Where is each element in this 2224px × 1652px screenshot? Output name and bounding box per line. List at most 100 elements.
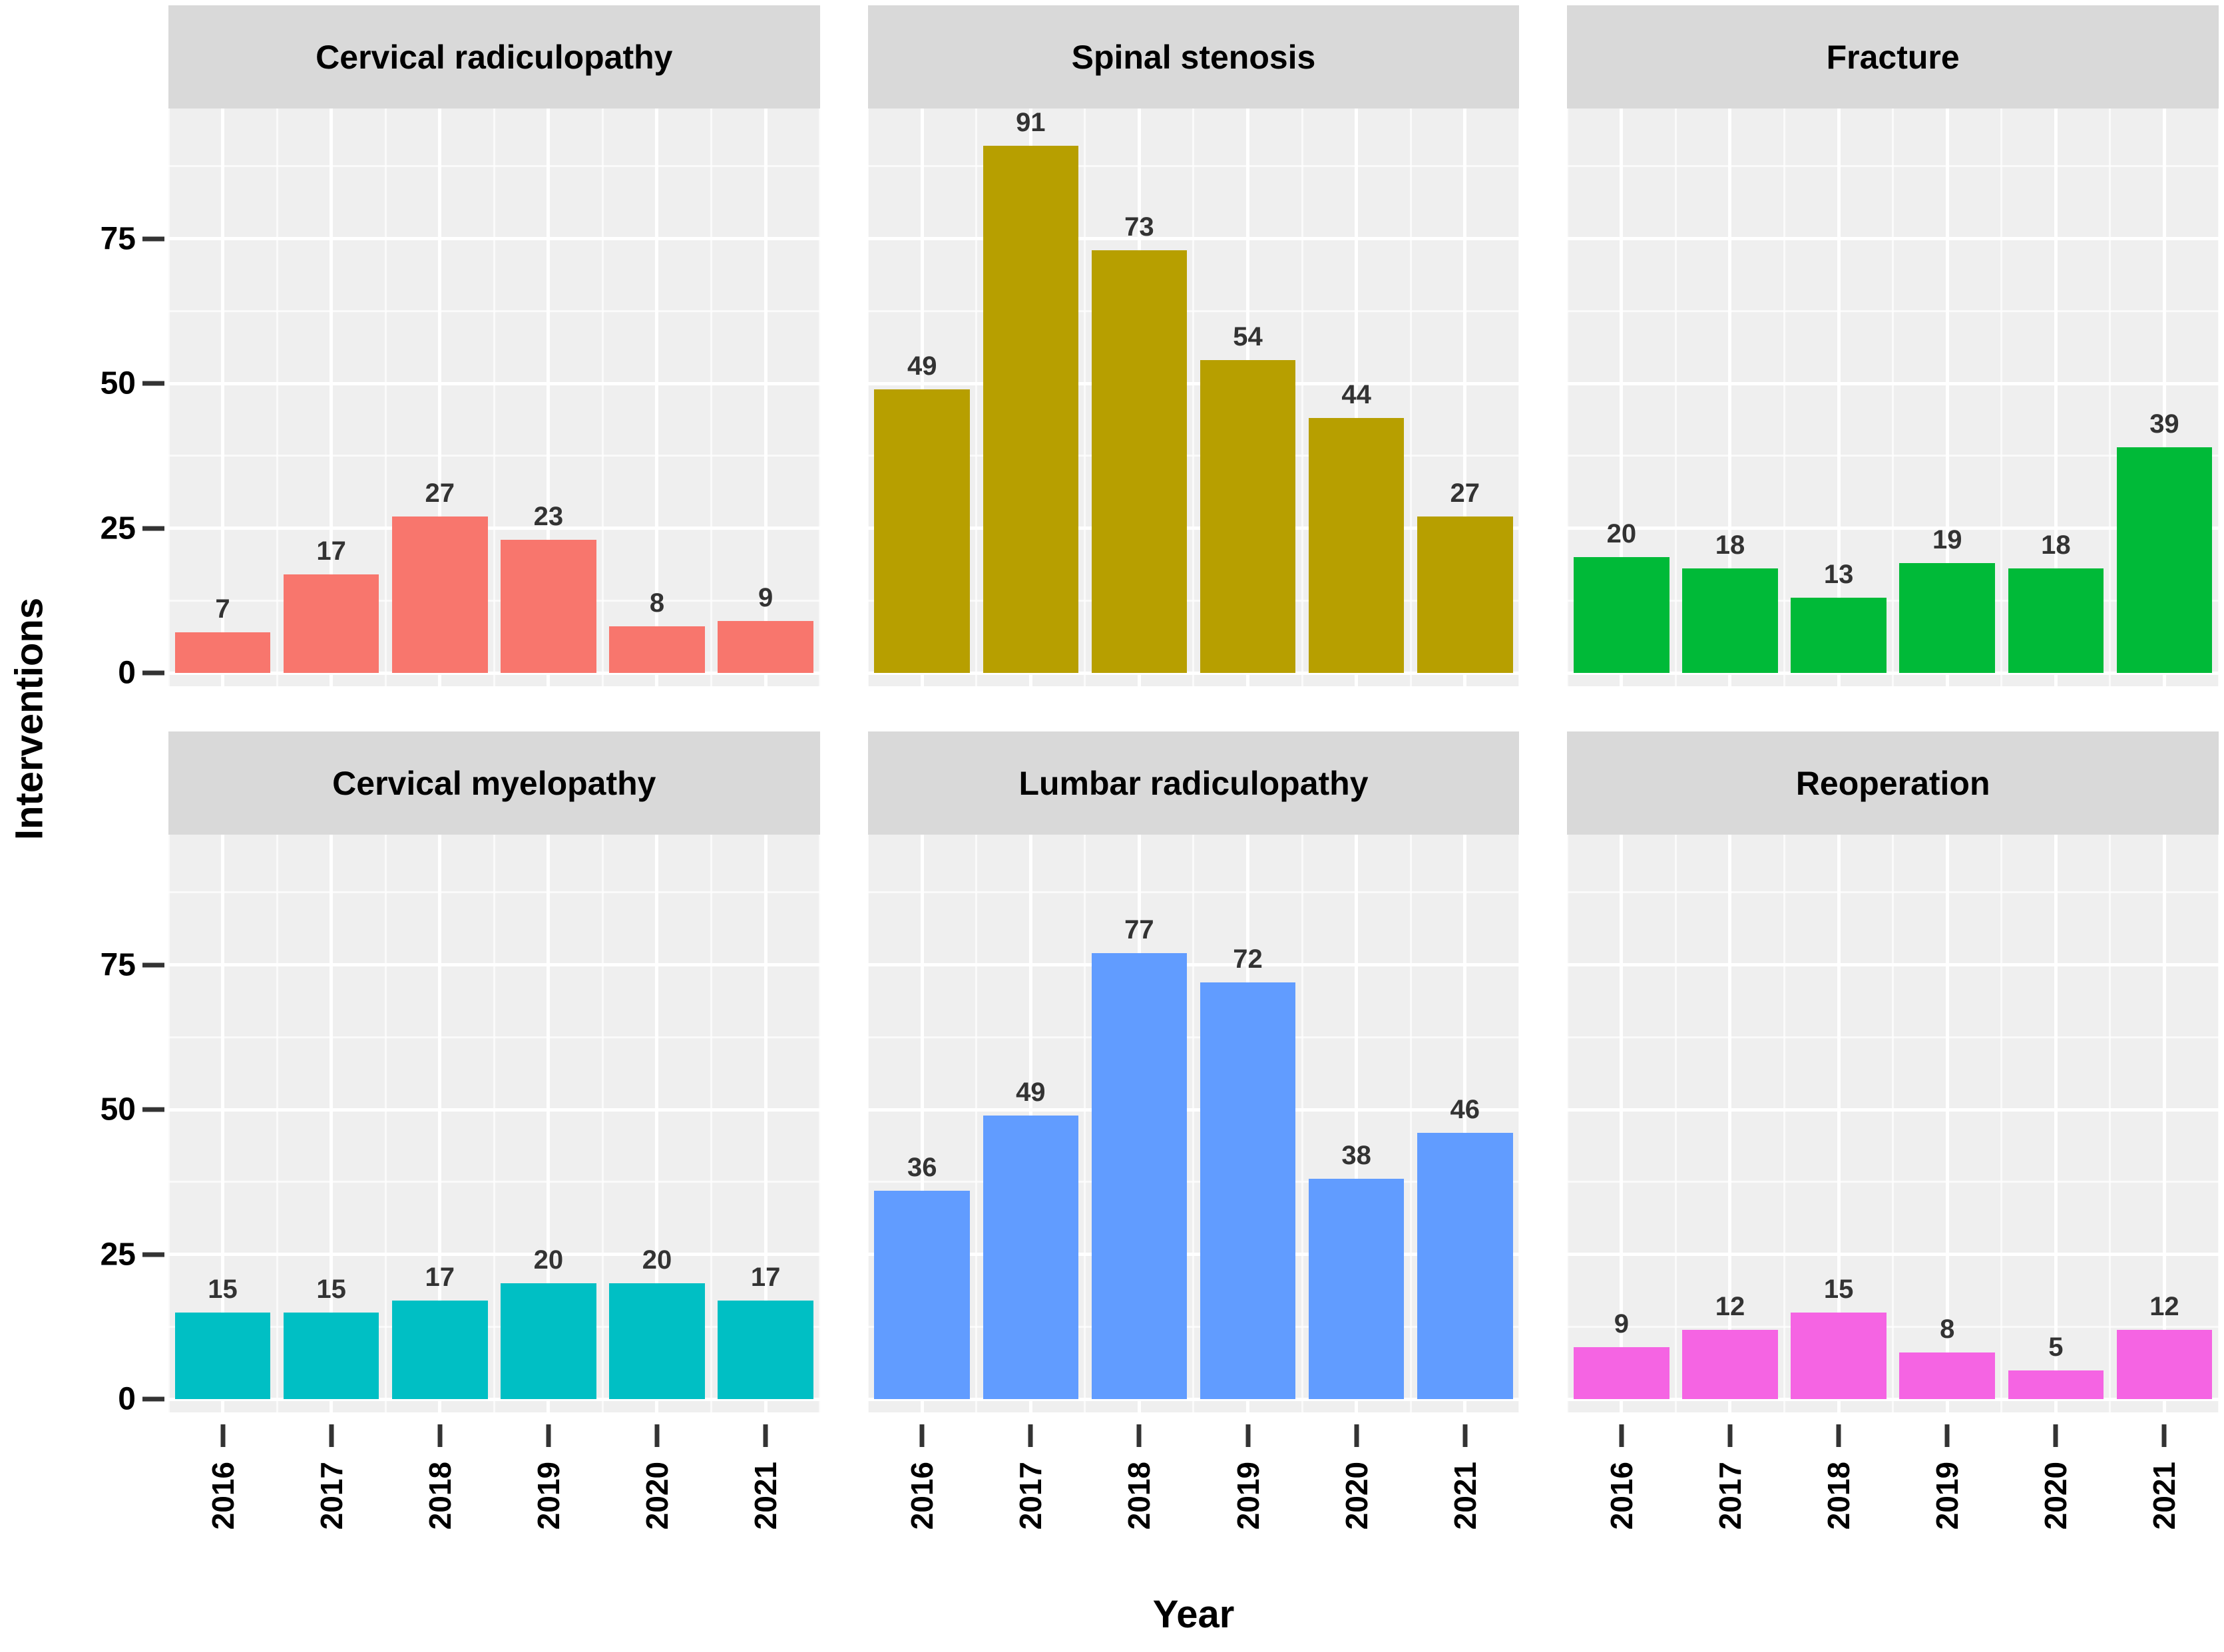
vertical-major-gridline (221, 835, 225, 1412)
bar-lumbar-radiculopathy-2021 (1417, 1132, 1513, 1399)
vertical-major-gridline (1620, 108, 1624, 686)
bar-lumbar-radiculopathy-2020 (1308, 1179, 1405, 1399)
x-tick-label-text: 2021 (748, 1462, 783, 1530)
bar-value-label: 54 (1233, 322, 1263, 352)
horizontal-major-gridline (168, 1108, 820, 1112)
bar-reoperation-2020 (2008, 1370, 2104, 1399)
x-tick-label-year: 2020 (2038, 1462, 2074, 1530)
bar-value-label: 19 (1932, 524, 1962, 554)
vertical-minor-gridline (276, 108, 278, 686)
facet-plot-area: 20 18 13 19 18 39 (1567, 108, 2219, 686)
bar-fracture-2018 (1791, 597, 1887, 673)
horizontal-minor-gridline (1567, 891, 2219, 894)
vertical-major-gridline (2162, 108, 2166, 686)
vertical-major-gridline (1945, 835, 1949, 1412)
vertical-minor-gridline (1567, 835, 1568, 1412)
facet-title: Fracture (1826, 38, 1960, 76)
vertical-minor-gridline (1783, 835, 1786, 1412)
x-tick-mark (437, 1424, 443, 1447)
facet-strip: Lumbar radiculopathy (867, 731, 1520, 835)
bar-cervical-radiculopathy-2020 (609, 626, 705, 673)
vertical-major-gridline (920, 835, 924, 1412)
facet-strip: Reoperation (1567, 731, 2219, 835)
facet-panel-spinal-stenosis: Spinal stenosis 49 91 73 54 44 27 (867, 5, 1520, 686)
vertical-major-gridline (1728, 835, 1732, 1412)
x-tick-mark (1944, 1424, 1950, 1447)
vertical-minor-gridline (2000, 835, 2003, 1412)
bar-fracture-2017 (1682, 568, 1778, 673)
bar-value-label: 7 (215, 594, 230, 624)
bar-value-label: 15 (316, 1274, 346, 1304)
bar-cervical-radiculopathy-2021 (718, 620, 813, 673)
bar-value-label: 8 (649, 588, 665, 618)
bar-value-label: 77 (1124, 915, 1154, 945)
bar-spinal-stenosis-2018 (1091, 250, 1188, 673)
vertical-major-gridline (1355, 835, 1359, 1412)
facet-title: Reoperation (1795, 764, 1990, 802)
horizontal-major-gridline (867, 237, 1520, 240)
bar-value-label: 5 (2048, 1332, 2064, 1362)
vertical-minor-gridline (276, 835, 278, 1412)
x-tick-label-text: 2016 (205, 1462, 240, 1530)
vertical-major-gridline (1620, 835, 1624, 1412)
vertical-minor-gridline (819, 835, 820, 1412)
vertical-minor-gridline (168, 835, 170, 1412)
horizontal-minor-gridline (1567, 455, 2219, 457)
horizontal-major-gridline (867, 963, 1520, 966)
horizontal-minor-gridline (867, 455, 1520, 457)
vertical-minor-gridline (1301, 835, 1303, 1412)
bar-reoperation-2021 (2116, 1329, 2213, 1399)
vertical-major-gridline (1837, 835, 1841, 1412)
bar-cervical-myelopathy-2021 (718, 1301, 813, 1399)
vertical-minor-gridline (168, 108, 170, 686)
horizontal-minor-gridline (1567, 165, 2219, 168)
x-tick-label-text: 2019 (531, 1462, 566, 1530)
bar-value-label: 36 (907, 1152, 937, 1182)
vertical-major-gridline (2054, 835, 2058, 1412)
bar-cervical-myelopathy-2016 (174, 1312, 271, 1399)
x-tick-label-year: 2019 (1929, 1462, 1965, 1530)
horizontal-minor-gridline (1567, 599, 2219, 602)
vertical-minor-gridline (601, 835, 604, 1412)
y-tick-label: 0 (118, 655, 136, 691)
bar-value-label: 12 (2149, 1291, 2179, 1321)
bar-value-label: 18 (2041, 530, 2071, 560)
bar-value-label: 20 (642, 1245, 672, 1275)
bar-fracture-2020 (2008, 568, 2104, 673)
x-tick-label-text: 2018 (422, 1462, 457, 1530)
x-tick-label-year: 2016 (1604, 1462, 1640, 1530)
vertical-minor-gridline (1567, 108, 1568, 686)
vertical-minor-gridline (1892, 835, 1894, 1412)
x-tick-label-text: 2020 (1339, 1462, 1374, 1530)
vertical-minor-gridline (867, 835, 869, 1412)
horizontal-major-gridline (168, 237, 820, 240)
bar-lumbar-radiculopathy-2017 (983, 1115, 1079, 1399)
horizontal-major-gridline (867, 671, 1520, 675)
bar-value-label: 18 (1715, 530, 1745, 560)
facet-plot-area: 36 49 77 72 38 46 (867, 835, 1520, 1412)
horizontal-major-gridline (168, 963, 820, 966)
y-tick-mark (142, 670, 164, 676)
vertical-minor-gridline (601, 108, 604, 686)
bar-value-label: 38 (1341, 1141, 1371, 1171)
facet-grid: Cervical radiculopathy 7 17 27 23 8 9 Spinal st… (168, 5, 2219, 1412)
x-tick-mark (919, 1424, 925, 1447)
vertical-minor-gridline (2217, 835, 2219, 1412)
horizontal-minor-gridline (168, 1325, 820, 1328)
x-tick-label-year: 2017 (1012, 1462, 1048, 1530)
bar-value-label: 9 (758, 582, 774, 612)
x-tick-mark (654, 1424, 660, 1447)
vertical-minor-gridline (2000, 108, 2003, 686)
x-tick-mark (546, 1424, 551, 1447)
vertical-minor-gridline (1409, 108, 1412, 686)
vertical-minor-gridline (1783, 108, 1786, 686)
bar-spinal-stenosis-2019 (1200, 360, 1296, 673)
x-tick-label-text: 2021 (1447, 1462, 1482, 1530)
facet-strip: Cervical myelopathy (168, 731, 820, 835)
y-tick-mark (142, 962, 164, 967)
horizontal-major-gridline (168, 526, 820, 530)
vertical-minor-gridline (819, 108, 820, 686)
bar-cervical-radiculopathy-2017 (283, 574, 379, 673)
bar-value-label: 72 (1233, 944, 1263, 974)
bar-value-label: 15 (1823, 1274, 1854, 1304)
